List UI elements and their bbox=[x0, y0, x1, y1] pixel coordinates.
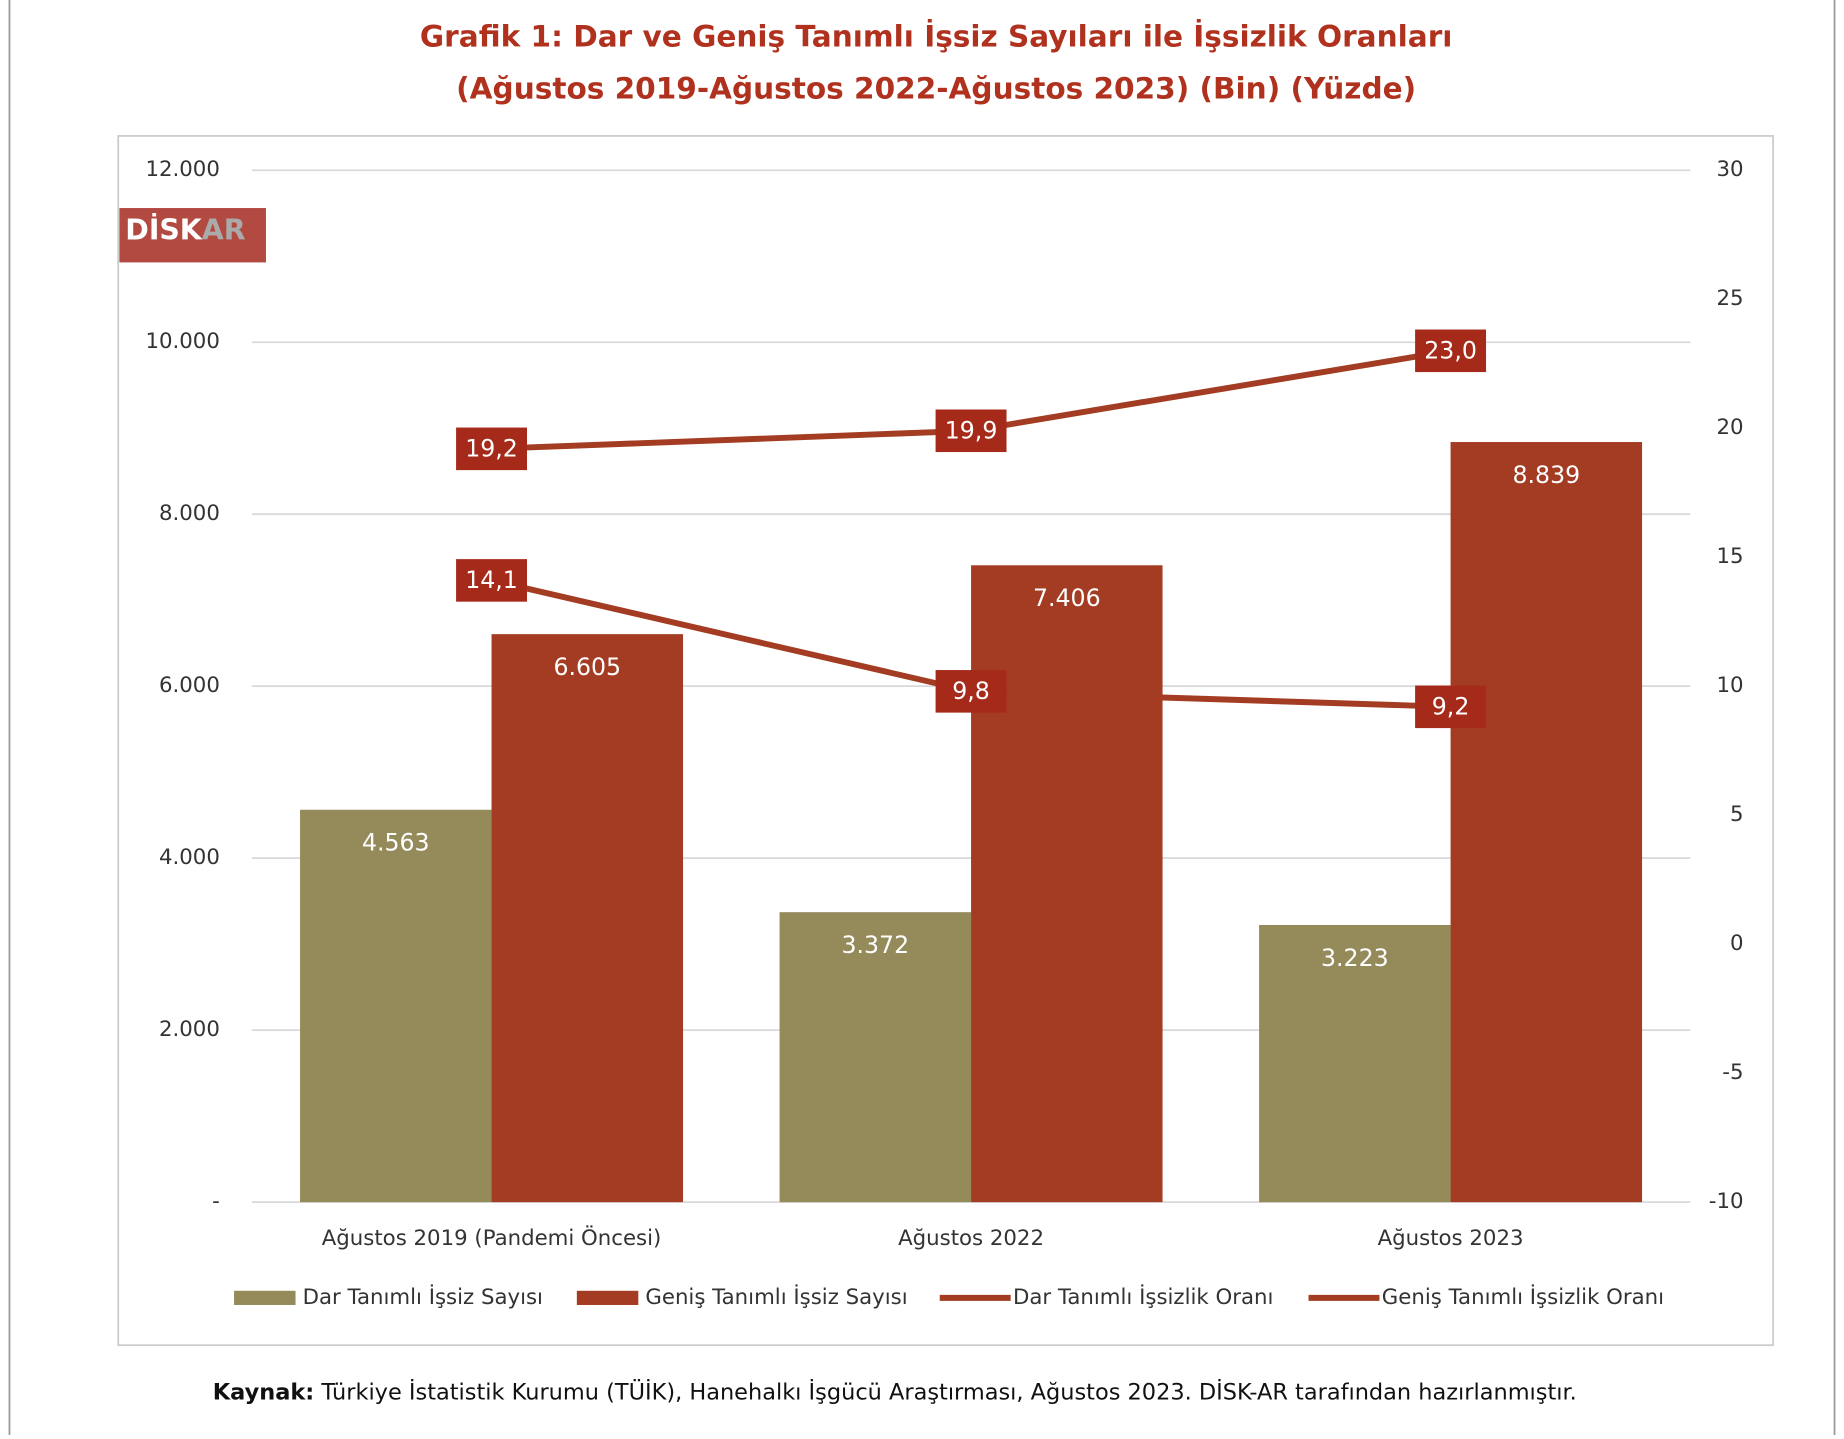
legend-label: Geniş Tanımlı İşsiz Sayısı bbox=[645, 1284, 907, 1310]
y2-tick-label: 15 bbox=[1716, 544, 1743, 569]
y-tick-label: 6.000 bbox=[159, 673, 220, 698]
legend-swatch bbox=[576, 1290, 639, 1305]
y2-tick-label: -10 bbox=[1709, 1189, 1744, 1214]
bar bbox=[1450, 442, 1643, 1203]
bar-value-label: 8.839 bbox=[1512, 461, 1580, 489]
y2-tick-label: 0 bbox=[1730, 931, 1744, 956]
logo-box bbox=[119, 208, 266, 263]
legend-label: Dar Tanımlı İşsiz Sayısı bbox=[303, 1284, 543, 1310]
plot-frame bbox=[117, 135, 1774, 1347]
line-value-label: 9,8 bbox=[952, 677, 990, 705]
bar-value-label: 4.563 bbox=[362, 829, 430, 857]
line-value-label: 19,9 bbox=[945, 416, 998, 444]
line-value-label: 23,0 bbox=[1424, 336, 1477, 364]
bar bbox=[491, 634, 684, 1203]
legend-label: Dar Tanımlı İşsizlik Oranı bbox=[1013, 1284, 1273, 1310]
bar bbox=[779, 912, 972, 1203]
x-tick-label: Ağustos 2022 bbox=[898, 1226, 1044, 1251]
legend-label: Geniş Tanımlı İşsizlik Oranı bbox=[1382, 1284, 1664, 1310]
line-label-box bbox=[935, 409, 1007, 453]
line-label-box bbox=[1415, 329, 1487, 373]
line-label-box bbox=[456, 427, 528, 471]
line-value-label: 14,1 bbox=[465, 566, 518, 594]
line-label-box bbox=[1415, 685, 1487, 729]
y2-tick-label: -5 bbox=[1722, 1060, 1743, 1085]
bar-value-label: 3.223 bbox=[1321, 944, 1389, 972]
line-label-box bbox=[935, 670, 1007, 713]
y2-tick-label: 25 bbox=[1716, 286, 1743, 311]
bar-value-label: 3.372 bbox=[841, 931, 909, 959]
y2-tick-label: 30 bbox=[1716, 157, 1743, 182]
bar bbox=[300, 809, 492, 1203]
y-tick-label: - bbox=[212, 1189, 220, 1214]
source-note: Kaynak: Türkiye İstatistik Kurumu (TÜİK)… bbox=[213, 1377, 1577, 1405]
bar-value-label: 6.605 bbox=[553, 653, 621, 681]
logo-text: DİSKAR bbox=[125, 213, 245, 247]
y-tick-label: 8.000 bbox=[159, 501, 220, 526]
line-value-label: 9,2 bbox=[1432, 692, 1470, 720]
chart-subtitle: (Ağustos 2019-Ağustos 2022-Ağustos 2023)… bbox=[456, 71, 1416, 105]
y-tick-label: 2.000 bbox=[159, 1017, 220, 1042]
y-tick-label: 12.000 bbox=[145, 157, 219, 182]
y-tick-label: 10.000 bbox=[145, 329, 219, 354]
y-tick-label: 4.000 bbox=[159, 845, 220, 870]
bar bbox=[971, 565, 1163, 1203]
legend-swatch bbox=[234, 1290, 296, 1305]
chart-title: Grafik 1: Dar ve Geniş Tanımlı İşsiz Say… bbox=[420, 18, 1453, 53]
line-value-label: 19,2 bbox=[465, 435, 518, 463]
x-tick-label: Ağustos 2019 (Pandemi Öncesi) bbox=[322, 1225, 662, 1251]
logo: DİSKAR bbox=[119, 208, 266, 263]
line-label-box bbox=[456, 559, 528, 602]
y2-tick-label: 20 bbox=[1716, 415, 1743, 440]
x-tick-label: Ağustos 2023 bbox=[1378, 1226, 1524, 1251]
bar bbox=[1259, 924, 1451, 1203]
bar-value-label: 7.406 bbox=[1033, 584, 1101, 612]
y2-tick-label: 10 bbox=[1716, 673, 1743, 698]
y2-tick-label: 5 bbox=[1730, 802, 1744, 827]
